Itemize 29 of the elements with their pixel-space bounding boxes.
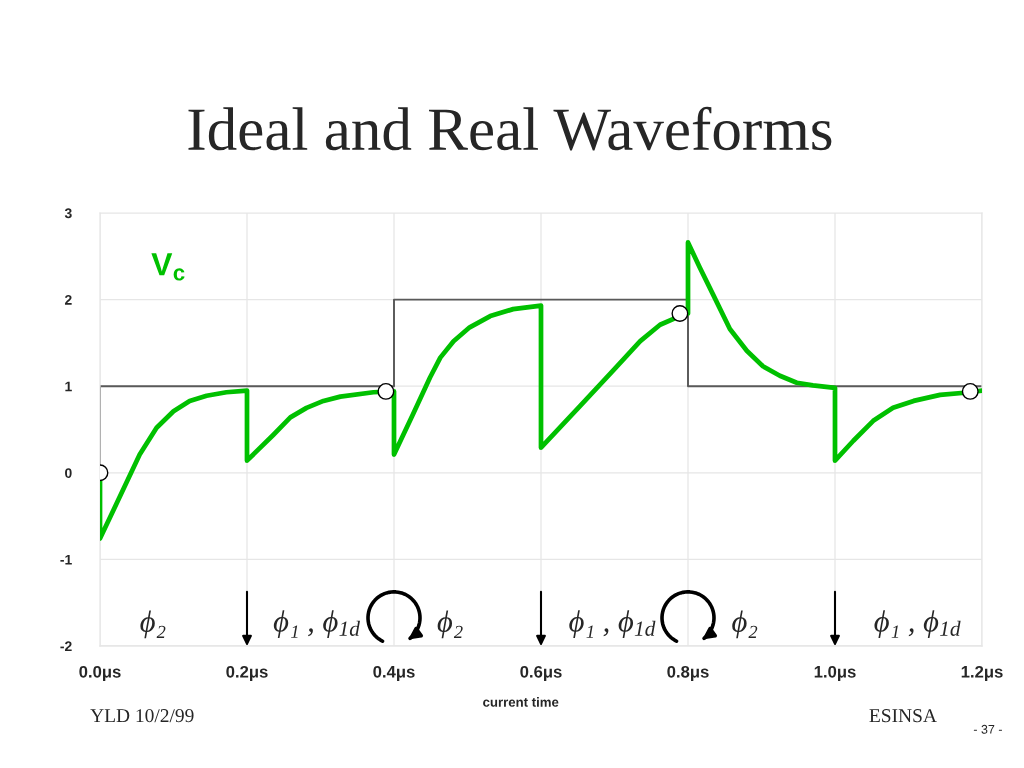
annotation: ϕ₁ , ϕ$_{1d}$ (273, 610, 360, 638)
text: V$_{c}$ (151, 253, 185, 281)
y-tick-label: 2 (64, 294, 72, 305)
chart-title: Ideal and Real Waveforms (188, 106, 832, 151)
annotation: ϕ₁ , ϕ$_{1d}$ (569, 610, 656, 638)
x-axis-title: current time (483, 697, 559, 707)
annotation: ϕ₂ (732, 610, 758, 639)
point (961, 382, 979, 400)
text: - 37 - (973, 724, 1002, 734)
y-tick-label: 3 (64, 208, 72, 219)
y-tick-label: -2 (60, 641, 72, 652)
line-series (100, 240, 982, 541)
x-tick-label: 0.6μs (520, 665, 562, 681)
x-tick-label: 0.8μs (667, 665, 709, 681)
x-tick-label: 1.0μs (814, 665, 856, 681)
x-tick-label: 1.2μs (961, 665, 1003, 681)
point (671, 304, 689, 322)
point (377, 382, 395, 400)
text: YLD 10/2/99 (90, 709, 194, 723)
annotation: ϕ₁ , ϕ$_{1d}$ (874, 610, 961, 638)
annotation: ϕ₂ (140, 610, 166, 639)
x-tick-label: 0.0μs (79, 665, 121, 681)
y-tick-label: -1 (60, 554, 72, 565)
x-tick-label: 0.4μs (373, 665, 415, 681)
annotation: ϕ₂ (437, 610, 463, 639)
x-tick-label: 0.2μs (226, 665, 268, 681)
text: ESINSA (869, 709, 937, 723)
y-tick-label: 0 (65, 468, 72, 478)
y-tick-label: 1 (65, 381, 72, 392)
